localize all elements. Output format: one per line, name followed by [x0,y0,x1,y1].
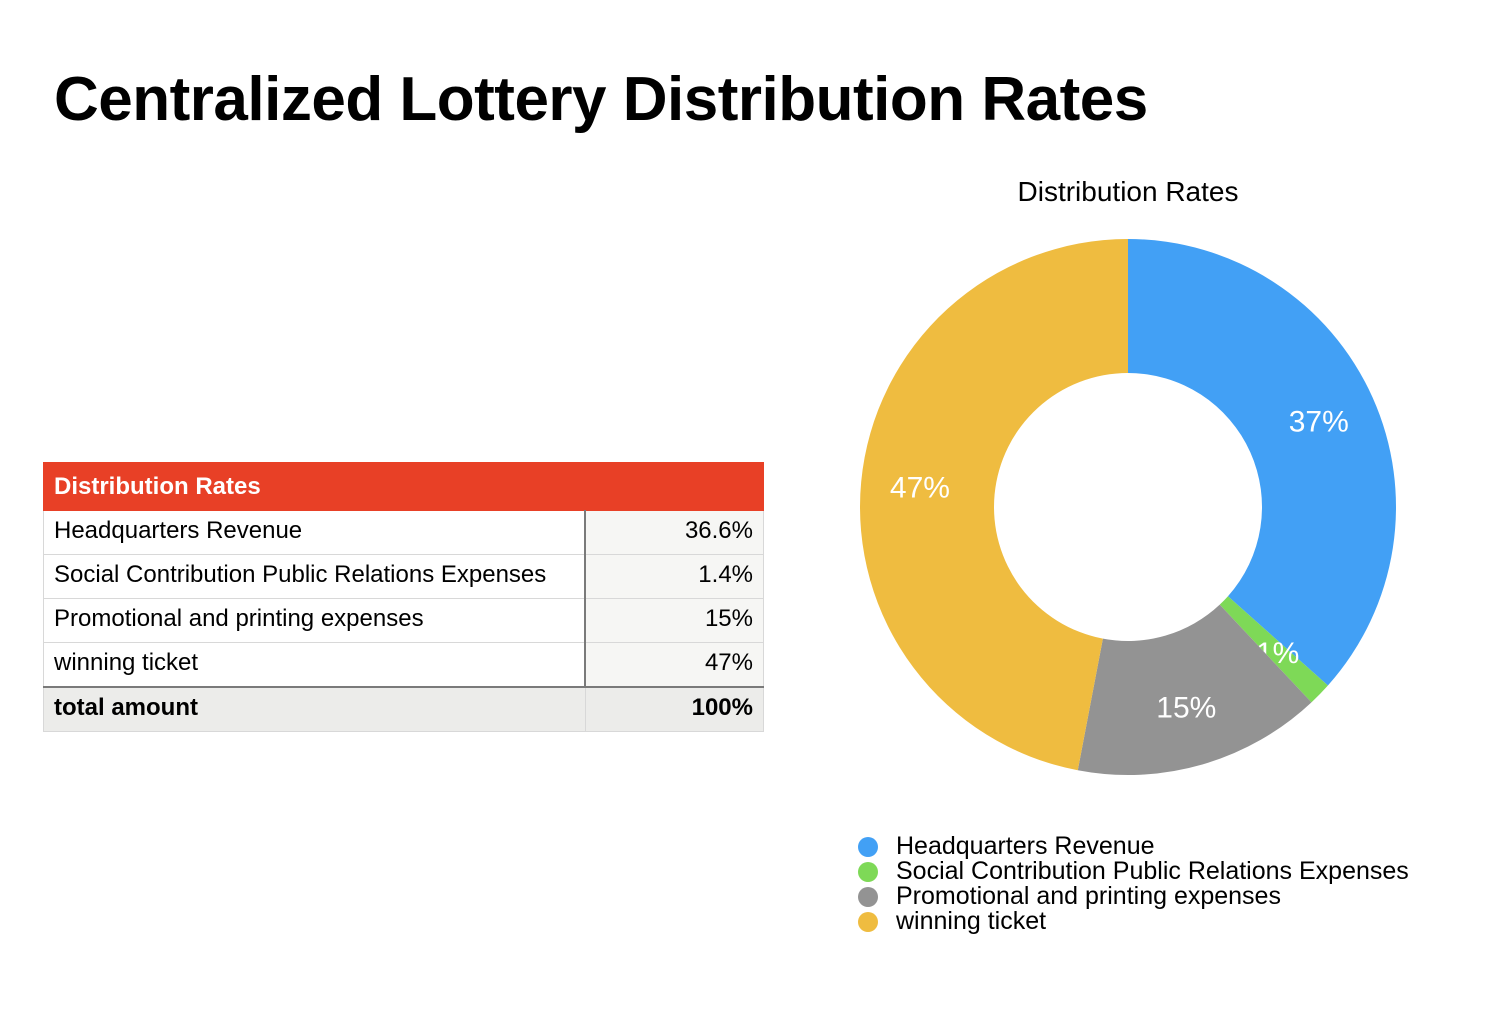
slice-promotional-and-printing-expenses [1077,604,1312,775]
row-value: 47% [584,642,764,688]
total-row: total amount 100% [43,686,764,732]
row-label: Social Contribution Public Relations Exp… [43,554,586,599]
table-header: Distribution Rates [43,462,764,511]
page-title: Centralized Lottery Distribution Rates [54,65,1148,134]
table-row: Promotional and printing expenses 15% [43,598,764,643]
data-label-winning-ticket: 47% [890,471,950,504]
total-label: total amount [43,686,586,732]
table-row: Headquarters Revenue 36.6% [43,510,764,555]
data-label-promotional-and-printing-expenses: 15% [1156,692,1216,725]
legend-swatch [858,861,878,882]
legend-swatch [858,886,878,907]
chart-legend: Headquarters Revenue Social Contribution… [858,832,1409,935]
table-row: winning ticket 47% [43,642,764,688]
slice-winning-ticket [860,239,1128,771]
row-value: 15% [584,598,764,643]
row-value: 36.6% [584,510,764,555]
legend-label: Social Contribution Public Relations Exp… [896,857,1409,885]
legend-item: Social Contribution Public Relations Exp… [858,857,1409,885]
legend-swatch [858,911,878,932]
legend-label: Promotional and printing expenses [896,882,1281,910]
slice-headquarters-revenue [1128,239,1396,686]
legend-label: winning ticket [896,907,1047,935]
legend-item: Headquarters Revenue [858,832,1409,860]
legend-swatch [858,836,878,857]
total-value: 100% [584,686,764,732]
row-value: 1.4% [584,554,764,599]
slice-social-contribution-public-relations-expenses [1219,596,1328,703]
donut-chart: 37%1%15%47% [860,239,1396,775]
legend-item: Promotional and printing expenses [858,882,1409,910]
table-row: Social Contribution Public Relations Exp… [43,554,764,599]
row-label: Promotional and printing expenses [43,598,586,643]
distribution-rates-table: Distribution Rates Headquarters Revenue … [43,462,764,732]
chart-title: Distribution Rates [1017,176,1239,207]
data-label-headquarters-revenue: 37% [1289,406,1349,439]
row-label: Headquarters Revenue [43,510,586,555]
row-label: winning ticket [43,642,586,688]
legend-label: Headquarters Revenue [896,832,1155,860]
legend-item: winning ticket [858,907,1409,935]
